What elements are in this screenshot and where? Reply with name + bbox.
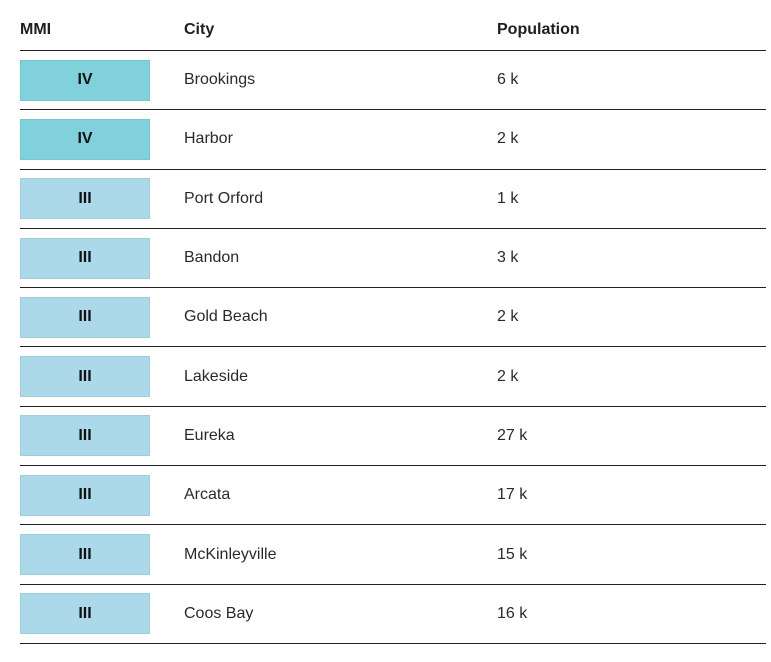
mmi-badge: III (20, 593, 150, 635)
table-row: III Lakeside 2 k (20, 347, 766, 407)
mmi-badge: III (20, 415, 150, 457)
population-cell: 2 k (497, 367, 519, 385)
city-cell: Brookings (184, 71, 256, 89)
city-cell: Coos Bay (184, 604, 254, 622)
header-mmi[interactable]: MMI (20, 21, 52, 38)
city-cell: Gold Beach (184, 308, 268, 326)
mmi-cell: IV (20, 118, 184, 160)
table-row: IV Brookings 6 k (20, 51, 766, 111)
table-row: III Arcata 17 k (20, 466, 766, 526)
population-cell: 15 k (497, 545, 528, 563)
city-cell: Harbor (184, 130, 233, 148)
table-row: III Port Orford 1 k (20, 170, 766, 229)
table-row: III Coos Bay 16 k (20, 585, 766, 644)
mmi-cell: III (20, 178, 184, 220)
mmi-table: MMI City Population IV Brookings 6 k IV Harb… (20, 0, 766, 644)
mmi-cell: III (20, 296, 184, 338)
mmi-badge: III (20, 534, 150, 576)
city-cell: Bandon (184, 249, 240, 267)
mmi-badge: III (20, 237, 150, 279)
population-cell: 2 k (497, 308, 519, 326)
mmi-cell: III (20, 237, 184, 279)
city-cell: Arcata (184, 486, 231, 504)
table-row: III Eureka 27 k (20, 407, 766, 467)
population-cell: 6 k (497, 71, 519, 89)
city-cell: Port Orford (184, 189, 264, 207)
table-row: III Bandon 3 k (20, 229, 766, 289)
mmi-cell: IV (20, 59, 184, 101)
table-row: III Gold Beach 2 k (20, 288, 766, 348)
mmi-badge: III (20, 296, 150, 338)
table-body: IV Brookings 6 k IV Harbor 2 k III Port Orford 1… (20, 51, 766, 644)
mmi-badge: III (20, 474, 150, 516)
table-header: MMI City Population (20, 0, 766, 51)
population-cell: 16 k (497, 604, 528, 622)
mmi-badge: IV (20, 59, 150, 101)
population-cell: 2 k (497, 130, 519, 148)
population-cell: 1 k (497, 189, 519, 207)
mmi-cell: III (20, 534, 184, 576)
population-cell: 17 k (497, 486, 528, 504)
population-cell: 3 k (497, 249, 519, 267)
mmi-badge: IV (20, 118, 150, 160)
city-cell: Eureka (184, 426, 235, 444)
header-city[interactable]: City (184, 21, 215, 38)
population-cell: 27 k (497, 426, 528, 444)
mmi-badge: III (20, 356, 150, 398)
table-row: III McKinleyville 15 k (20, 525, 766, 585)
mmi-badge: III (20, 178, 150, 220)
city-cell: McKinleyville (184, 545, 277, 563)
mmi-cell: III (20, 474, 184, 516)
table-row: IV Harbor 2 k (20, 110, 766, 170)
mmi-cell: III (20, 415, 184, 457)
header-population[interactable]: Population (497, 21, 580, 38)
city-cell: Lakeside (184, 367, 249, 385)
mmi-cell: III (20, 593, 184, 635)
mmi-cell: III (20, 356, 184, 398)
